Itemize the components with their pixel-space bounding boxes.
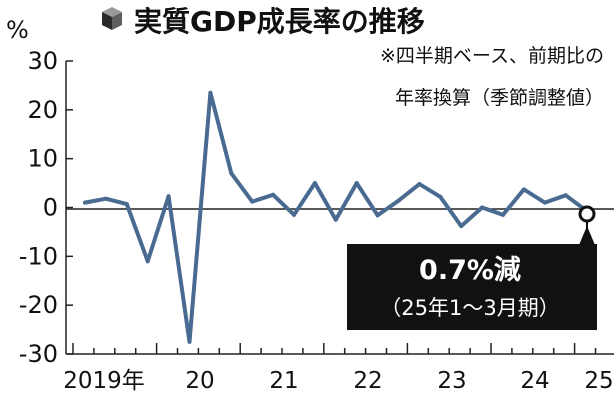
x-year-label: 2019年 — [63, 368, 145, 394]
chart-note-line-2: 年率換算（季節調整値） — [395, 87, 604, 109]
x-year-label: 24 — [520, 368, 549, 394]
title-icon — [102, 7, 122, 30]
data-point-2021Q2 — [271, 192, 276, 197]
callout-box — [347, 244, 597, 330]
y-tick-label: 10 — [27, 145, 58, 173]
callout-period: （25年1〜3月期） — [380, 296, 559, 320]
data-point-2023Q4 — [480, 205, 485, 210]
data-point-2024Q3 — [542, 200, 547, 205]
y-tick-label: -30 — [19, 340, 58, 368]
data-point-2023Q2 — [438, 194, 443, 199]
x-year-label: 25 — [584, 368, 613, 394]
data-point-2022Q3 — [375, 213, 380, 218]
data-point-2022Q1 — [333, 217, 338, 222]
y-tick-label: -10 — [19, 242, 58, 270]
data-point-2022Q2 — [354, 181, 359, 186]
data-point-2022Q4 — [396, 198, 401, 203]
data-point-2021Q4 — [312, 181, 317, 186]
data-point-2020Q2 — [187, 339, 192, 344]
x-year-label: 20 — [185, 368, 214, 394]
data-point-2019Q2 — [103, 196, 108, 201]
callout-pointer — [579, 226, 595, 245]
data-point-2019Q4 — [145, 259, 150, 264]
y-tick-label: 0 — [43, 194, 58, 222]
data-point-2024Q4 — [563, 193, 568, 198]
y-tick-label: 30 — [27, 47, 58, 75]
data-point-2023Q3 — [459, 224, 464, 229]
data-point-2020Q3 — [208, 90, 213, 95]
data-point-2021Q1 — [250, 199, 255, 204]
data-point-2020Q4 — [229, 171, 234, 176]
data-point-2024Q1 — [501, 212, 505, 217]
x-year-label: 22 — [353, 368, 382, 394]
data-point-2024Q2 — [521, 187, 526, 192]
chart-note-line-1: ※四半期ベース、前期比の — [380, 45, 604, 67]
y-tick-label: -20 — [19, 291, 58, 319]
x-year-label: 21 — [269, 368, 298, 394]
chart-title: 実質GDP成長率の推移 — [134, 5, 425, 38]
callout-value: 0.7%減 — [419, 255, 521, 286]
data-point-2019Q3 — [124, 202, 129, 207]
data-point-2020Q1 — [166, 194, 171, 199]
x-year-label: 23 — [437, 368, 466, 394]
data-point-2023Q1 — [417, 182, 422, 187]
data-point-2021Q3 — [292, 212, 296, 217]
y-tick-label: 20 — [27, 96, 58, 124]
latest-point-marker — [578, 205, 596, 223]
data-point-2019Q1 — [83, 200, 87, 205]
y-axis-unit: % — [6, 16, 29, 44]
